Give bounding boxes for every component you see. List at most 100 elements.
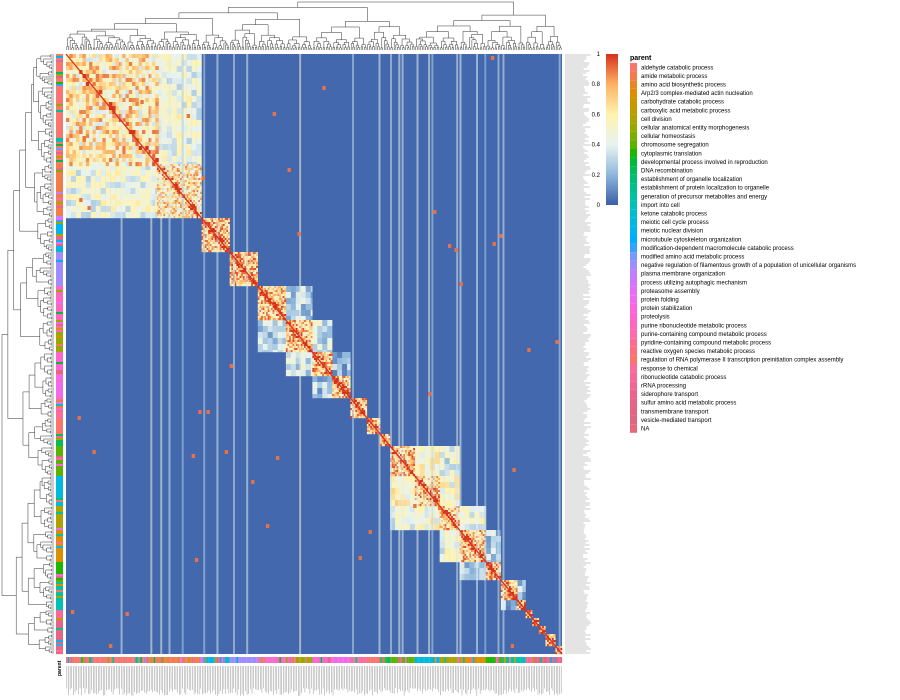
- heatmap-cell: [449, 494, 455, 501]
- heatmap-cell: [171, 178, 174, 181]
- heatmap-cell: [309, 344, 311, 347]
- heatmap-cell: [206, 218, 209, 221]
- heatmap-cell: [194, 192, 197, 195]
- row-dendrogram-link: [46, 272, 54, 277]
- heatmap-cell: [267, 318, 270, 321]
- heatmap-cell: [282, 344, 287, 351]
- column-annotation-cell: [209, 657, 212, 663]
- heatmap-cell: [231, 268, 234, 271]
- heatmap-cell: [252, 256, 255, 259]
- row-annotation-cell: [56, 252, 63, 255]
- column-annotation-cell: [304, 657, 306, 663]
- column-dendrogram-link: [115, 43, 119, 50]
- row-annotation-cell: [56, 380, 63, 383]
- column-dendrogram-link: [384, 40, 388, 50]
- heatmap-cell: [479, 518, 485, 525]
- heatmap-cell: [274, 310, 277, 313]
- row-dendrogram-link: [37, 223, 46, 240]
- column-dendrogram-link: [269, 37, 280, 41]
- heatmap-cell: [161, 102, 168, 109]
- row-annotation-cell: [56, 528, 63, 531]
- column-annotation-cell: [404, 657, 407, 663]
- column-annotation-cell: [485, 657, 488, 663]
- heatmap-cell: [186, 72, 192, 79]
- row-dendrogram-link: [50, 234, 54, 238]
- heatmap-cell: [151, 162, 156, 167]
- row-dendrogram-link: [43, 308, 48, 317]
- heatmap-cell: [266, 302, 268, 305]
- heatmap-cell: [295, 326, 298, 329]
- heatmap-cell: [305, 320, 308, 323]
- heatmap-cell: [340, 388, 343, 391]
- heatmap-cell: [277, 344, 283, 351]
- heatmap-cell: [155, 82, 159, 87]
- column-dendrogram-link: [192, 43, 196, 50]
- heatmap-cell: [190, 206, 192, 209]
- heatmap-cell: [89, 86, 93, 91]
- row-annotation-cell: [56, 588, 63, 591]
- heatmap-cell: [345, 396, 348, 399]
- heatmap-cell: [317, 374, 320, 377]
- heatmap-cell: [219, 230, 222, 233]
- heatmap-cell: [282, 290, 285, 293]
- column-dendrogram-link: [140, 44, 144, 50]
- heatmap-cell: [370, 430, 373, 433]
- row-dendrogram-link: [47, 300, 54, 305]
- row-annotation-cell: [56, 104, 63, 107]
- row-annotation-cell: [56, 210, 63, 213]
- heatmap-cell: [485, 560, 492, 563]
- heatmap-cell: [186, 186, 189, 189]
- heatmap-cell: [449, 482, 455, 489]
- heatmap-cell: [186, 126, 192, 133]
- heatmap-cell: [370, 426, 373, 429]
- heatmap-cell: [353, 412, 356, 415]
- heatmap-cell: [247, 256, 250, 259]
- heatmap-cell: [315, 372, 318, 375]
- heatmap-cell: [70, 188, 77, 195]
- heatmap-cell: [138, 150, 143, 155]
- heatmap-cell: [72, 154, 77, 159]
- heatmap-cell: [277, 326, 283, 333]
- heatmap-cell: [89, 66, 93, 71]
- heatmap-cell: [261, 308, 263, 311]
- row-annotation-cell: [56, 120, 63, 123]
- heatmap-cell: [368, 418, 371, 421]
- heatmap-cell: [279, 316, 282, 319]
- heatmap-cell: [70, 212, 77, 219]
- heatmap-cell: [201, 220, 204, 223]
- heatmap-cell: [175, 178, 177, 181]
- heatmap-cell: [347, 396, 349, 399]
- heatmap-cell: [244, 252, 247, 255]
- heatmap-cell: [163, 182, 166, 185]
- heatmap-cell: [115, 82, 120, 87]
- heatmap-cell: [178, 214, 181, 217]
- row-dendrogram-link: [48, 224, 54, 229]
- heatmap-cell: [102, 142, 106, 147]
- column-annotation-cell: [261, 657, 263, 663]
- heatmap-cell: [161, 114, 168, 121]
- heatmap-cell: [332, 352, 338, 359]
- heatmap-cell: [158, 174, 161, 177]
- heatmap-cell: [310, 324, 313, 327]
- heatmap-cell: [266, 298, 268, 301]
- heatmap-cell: [198, 176, 201, 179]
- heatmap-cell: [226, 218, 229, 221]
- column-annotation-cell: [500, 657, 503, 663]
- heatmap-cell: [327, 352, 330, 355]
- heatmap-cell: [340, 396, 343, 399]
- row-annotation-cell: [56, 356, 63, 359]
- heatmap-cell: [128, 150, 133, 155]
- row-annotation-cell: [56, 310, 63, 313]
- column-dendrogram-link: [180, 41, 185, 50]
- heatmap-cell: [295, 338, 298, 341]
- heatmap-cell: [122, 118, 126, 123]
- heatmap-cell: [365, 402, 368, 405]
- heatmap-cell: [69, 78, 73, 83]
- heatmap-cell: [135, 126, 139, 131]
- heatmap-cell: [190, 208, 192, 211]
- heatmap-cell: [95, 158, 100, 163]
- row-dendrogram-link: [51, 600, 54, 604]
- row-annotation-cell: [56, 342, 63, 345]
- heatmap-cell: [158, 172, 161, 175]
- heatmap-cell: [295, 292, 301, 299]
